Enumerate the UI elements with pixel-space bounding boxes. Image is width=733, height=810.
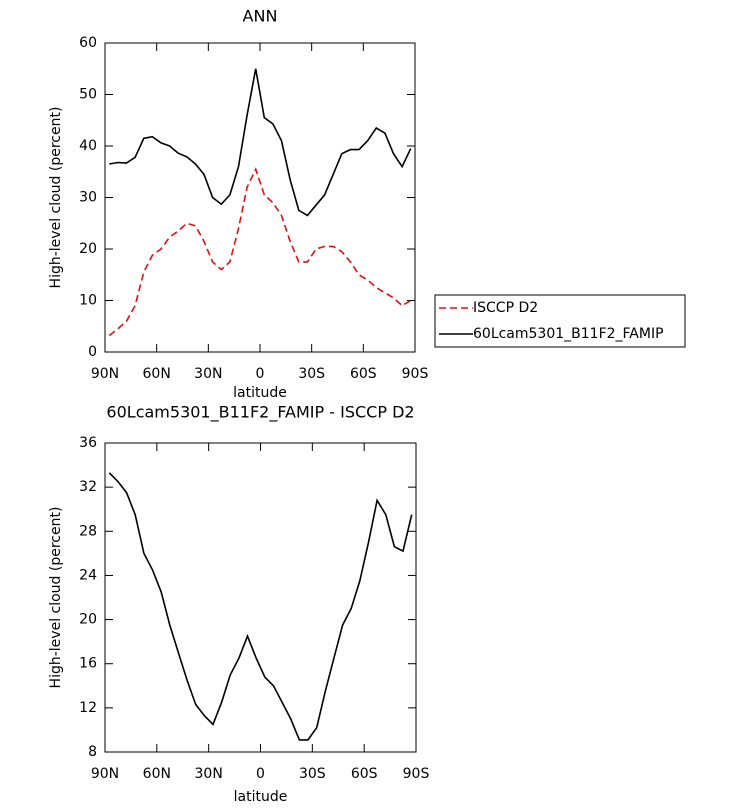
plot-frame	[104, 442, 417, 753]
y-tick-label: 32	[79, 479, 97, 495]
x-tick-label: 90N	[91, 766, 119, 782]
x-tick-label: 90S	[402, 366, 429, 382]
x-tick-label: 0	[256, 366, 265, 382]
y-tick-label: 60	[79, 35, 97, 51]
x-tick-label: 60S	[351, 766, 378, 782]
y-tick-label: 30	[79, 190, 97, 206]
x-tick-label: 60N	[143, 366, 171, 382]
x-tick-label: 0	[256, 766, 265, 782]
y-axis-label: High-level cloud (percent)	[48, 507, 64, 689]
legend-label: 60Lcam5301_B11F2_FAMIP	[473, 326, 664, 342]
y-tick-label: 0	[88, 344, 97, 360]
x-tick-label: 30N	[195, 766, 223, 782]
y-tick-label: 20	[79, 612, 97, 628]
line-series	[108, 167, 412, 337]
x-tick-label: 60S	[350, 366, 377, 382]
y-tick-label: 24	[79, 567, 97, 583]
y-tick-label: 16	[79, 656, 97, 672]
y-tick-label: 10	[79, 293, 97, 309]
y-tick-label: 36	[79, 435, 97, 451]
line-series	[108, 472, 413, 741]
y-tick-label: 28	[79, 523, 97, 539]
plot-frame	[104, 42, 416, 353]
x-tick-label: 30N	[194, 366, 222, 382]
y-tick-label: 20	[79, 241, 97, 257]
x-tick-label: 90N	[91, 366, 119, 382]
legend-box	[434, 294, 686, 348]
chart-title: 60Lcam5301_B11F2_FAMIP - ISCCP D2	[106, 403, 414, 423]
y-tick-label: 8	[88, 744, 97, 760]
line-series	[109, 68, 412, 217]
y-tick-label: 12	[79, 700, 97, 716]
x-tick-label: 90S	[403, 766, 430, 782]
x-tick-label: 30S	[299, 766, 326, 782]
y-tick-label: 40	[79, 138, 97, 154]
chart-title: ANN	[243, 7, 278, 26]
y-axis-label: High-level cloud (percent)	[48, 107, 64, 289]
x-tick-label: 30S	[298, 366, 325, 382]
x-axis-label: latitude	[234, 789, 288, 805]
x-tick-label: 60N	[143, 766, 171, 782]
y-tick-label: 50	[79, 87, 97, 103]
legend-label: ISCCP D2	[473, 300, 538, 316]
x-axis-label: latitude	[233, 385, 287, 401]
